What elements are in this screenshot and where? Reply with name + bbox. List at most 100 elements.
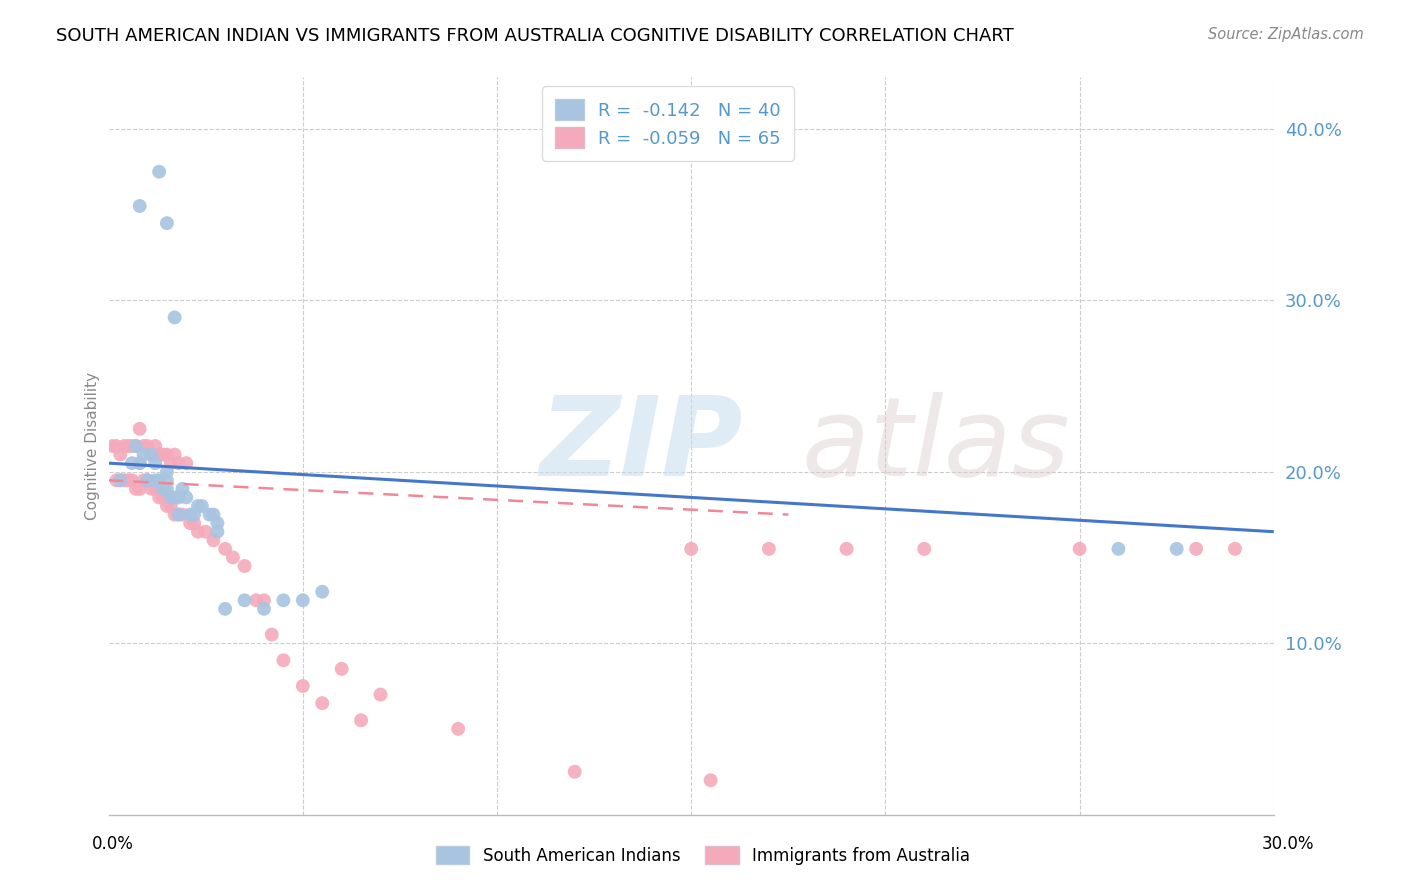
Point — [214, 602, 236, 616]
Point — [167, 491, 190, 505]
Point — [141, 448, 163, 462]
Point — [447, 722, 470, 736]
Point — [191, 499, 214, 513]
Point — [136, 473, 159, 487]
Point — [835, 541, 858, 556]
Point — [143, 439, 166, 453]
Point — [564, 764, 586, 779]
Point — [156, 216, 179, 230]
Point — [1069, 541, 1091, 556]
Point — [112, 473, 135, 487]
Point — [110, 448, 132, 462]
Point — [1223, 541, 1246, 556]
Point — [1107, 541, 1129, 556]
Point — [117, 439, 139, 453]
Point — [311, 584, 333, 599]
Point — [311, 696, 333, 710]
Point — [1166, 541, 1188, 556]
Point — [207, 516, 229, 530]
Point — [291, 593, 314, 607]
Point — [159, 491, 181, 505]
Point — [183, 508, 205, 522]
Point — [330, 662, 353, 676]
Point — [110, 473, 132, 487]
Point — [176, 456, 198, 470]
Point — [136, 473, 159, 487]
Point — [179, 508, 201, 522]
Point — [233, 593, 256, 607]
Point — [273, 593, 295, 607]
Point — [163, 448, 186, 462]
Point — [128, 199, 150, 213]
Point — [222, 550, 245, 565]
Point — [152, 448, 174, 462]
Y-axis label: Cognitive Disability: Cognitive Disability — [86, 372, 100, 520]
Point — [202, 533, 225, 548]
Point — [187, 499, 209, 513]
Point — [125, 439, 148, 453]
Point — [136, 439, 159, 453]
Point — [681, 541, 703, 556]
Point — [128, 456, 150, 470]
Point — [214, 541, 236, 556]
Point — [233, 559, 256, 574]
Point — [132, 448, 155, 462]
Point — [152, 491, 174, 505]
Point — [128, 456, 150, 470]
Point — [198, 508, 221, 522]
Point — [143, 456, 166, 470]
Point — [179, 516, 201, 530]
Point — [159, 499, 181, 513]
Point — [128, 422, 150, 436]
Point — [112, 439, 135, 453]
Point — [156, 465, 179, 479]
Point — [148, 473, 170, 487]
Text: Source: ZipAtlas.com: Source: ZipAtlas.com — [1208, 27, 1364, 42]
Point — [260, 627, 283, 641]
Text: atlas: atlas — [801, 392, 1070, 500]
Point — [152, 482, 174, 496]
Point — [758, 541, 780, 556]
Point — [350, 713, 373, 727]
Point — [253, 593, 276, 607]
Point — [202, 508, 225, 522]
Point — [128, 482, 150, 496]
Point — [167, 508, 190, 522]
Point — [132, 439, 155, 453]
Point — [176, 491, 198, 505]
Point — [121, 473, 143, 487]
Point — [125, 439, 148, 453]
Point — [163, 508, 186, 522]
Point — [1185, 541, 1208, 556]
Point — [156, 499, 179, 513]
Point — [187, 524, 209, 539]
Point — [207, 524, 229, 539]
Point — [156, 473, 179, 487]
Point — [194, 524, 217, 539]
Point — [156, 482, 179, 496]
Point — [245, 593, 267, 607]
Point — [159, 456, 181, 470]
Point — [121, 456, 143, 470]
Point — [370, 688, 392, 702]
Point — [141, 482, 163, 496]
Point — [699, 773, 721, 788]
Text: 0.0%: 0.0% — [91, 835, 134, 853]
Point — [172, 482, 194, 496]
Point — [105, 473, 128, 487]
Point — [148, 165, 170, 179]
Point — [143, 482, 166, 496]
Point — [156, 448, 179, 462]
Text: 30.0%: 30.0% — [1263, 835, 1315, 853]
Point — [253, 602, 276, 616]
Point — [141, 448, 163, 462]
Point — [121, 439, 143, 453]
Point — [148, 448, 170, 462]
Point — [172, 508, 194, 522]
Point — [143, 473, 166, 487]
Point — [291, 679, 314, 693]
Point — [163, 310, 186, 325]
Text: SOUTH AMERICAN INDIAN VS IMMIGRANTS FROM AUSTRALIA COGNITIVE DISABILITY CORRELAT: SOUTH AMERICAN INDIAN VS IMMIGRANTS FROM… — [56, 27, 1014, 45]
Point — [148, 491, 170, 505]
Point — [273, 653, 295, 667]
